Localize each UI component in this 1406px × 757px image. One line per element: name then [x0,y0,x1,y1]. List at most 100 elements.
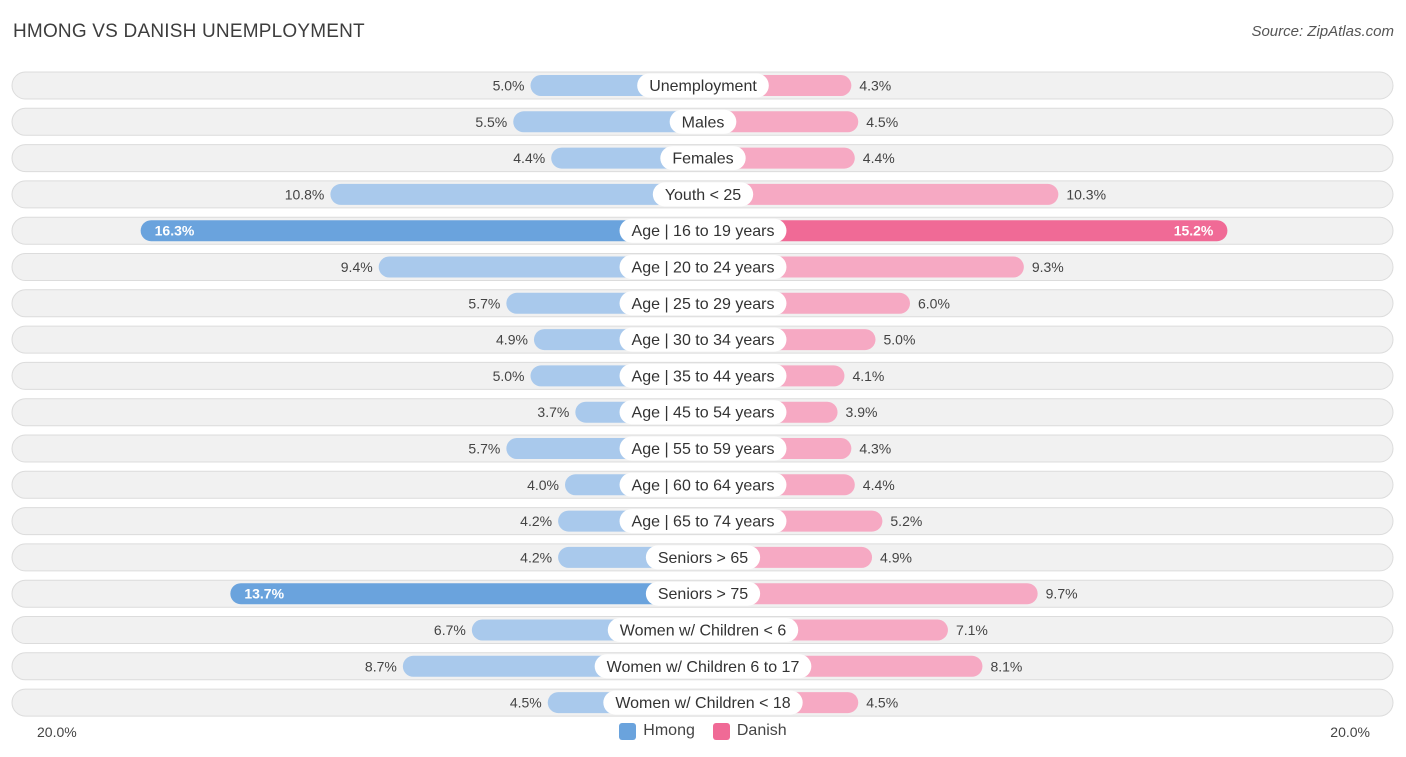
value-label-danish: 4.5% [866,114,898,130]
value-label-hmong: 4.4% [513,150,545,166]
chart-row: Women w/ Children < 18 4.5% 4.5% [11,688,1394,717]
value-label-danish: 4.3% [859,78,891,94]
value-label-hmong: 13.7% [244,586,284,602]
value-label-danish: 9.7% [1046,586,1078,602]
category-pill [619,327,787,352]
bar-hmong[interactable] [513,111,703,133]
category-label: Age | 20 to 24 years [632,260,775,277]
value-label-hmong: 5.0% [493,368,525,384]
value-label-danish: 7.1% [956,622,988,638]
value-label-hmong: 4.9% [496,332,528,348]
chart-row: Age | 25 to 29 years 5.7% 6.0% [11,289,1394,318]
value-label-danish: 15.2% [1174,223,1214,239]
category-label: Youth < 25 [665,187,741,204]
chart-row: Males 5.5% 4.5% [11,107,1394,136]
bar-danish[interactable] [703,183,1059,205]
value-label-hmong: 4.0% [527,477,559,493]
category-label: Women w/ Children < 6 [620,623,787,640]
category-pill [607,618,799,642]
category-label: Males [682,114,725,131]
value-label-hmong: 9.4% [341,259,373,275]
value-label-hmong: 4.2% [520,549,552,565]
bar-danish[interactable] [703,583,1038,605]
value-label-danish: 4.4% [863,477,895,493]
value-label-danish: 6.0% [918,295,950,311]
value-label-hmong: 4.5% [510,695,542,711]
value-label-danish: 10.3% [1066,186,1106,202]
category-pill [619,218,787,243]
chart-row: Age | 65 to 74 years 4.2% 5.2% [11,507,1394,536]
chart-row: Age | 20 to 24 years 9.4% 9.3% [11,253,1394,281]
value-label-hmong: 5.0% [493,78,525,94]
category-label: Age | 60 to 64 years [632,477,775,494]
category-pill [619,400,787,425]
bar-danish[interactable] [703,220,1228,242]
category-label: Age | 16 to 19 years [632,223,775,240]
bar-hmong[interactable] [140,220,703,242]
category-pill [637,73,769,98]
category-pill [645,581,761,606]
legend-swatch-hmong [619,722,637,740]
chart-row: Women w/ Children 6 to 17 8.7% 8.1% [11,652,1394,681]
category-pill [619,436,787,461]
category-label: Unemployment [649,78,757,95]
value-label-hmong: 6.7% [434,622,466,638]
value-label-hmong: 3.7% [537,404,569,420]
category-label: Women w/ Children 6 to 17 [607,659,800,676]
chart-row: Women w/ Children < 6 6.7% 7.1% [11,616,1394,644]
chart-row: Females 4.4% 4.4% [11,144,1394,173]
chart-title: HMONG VS DANISH UNEMPLOYMENT [13,21,365,42]
value-label-danish: 4.4% [863,150,895,166]
value-label-hmong: 5.5% [475,114,507,130]
category-label: Seniors > 75 [658,586,748,603]
value-label-danish: 5.0% [884,332,916,348]
chart-row: Seniors > 65 4.2% 4.9% [11,543,1394,572]
value-label-hmong: 8.7% [365,658,397,674]
chart-row: Age | 55 to 59 years 5.7% 4.3% [11,434,1394,463]
value-label-danish: 4.3% [859,441,891,457]
bar-danish[interactable] [703,111,859,133]
category-pill [603,690,803,715]
category-pill [619,291,787,316]
category-label: Women w/ Children < 18 [615,695,790,712]
chart-row: Age | 16 to 19 years 16.3% 15.2% [11,216,1394,245]
category-pill [594,654,812,679]
category-pill [645,545,761,570]
chart-row: Age | 60 to 64 years 4.0% 4.4% [11,470,1394,499]
value-label-danish: 9.3% [1032,259,1064,275]
chart-row: Age | 45 to 54 years 3.7% 3.9% [11,398,1394,427]
bar-hmong[interactable] [230,583,703,605]
axis-right-label: 20.0% [1330,724,1370,740]
legend-item-hmong[interactable]: Hmong [619,722,695,740]
value-label-danish: 8.1% [990,658,1022,674]
axis-left-label: 20.0% [37,724,77,740]
value-label-danish: 4.9% [880,549,912,565]
category-label: Age | 25 to 29 years [632,296,775,313]
category-label: Age | 45 to 54 years [632,405,775,422]
legend-item-danish[interactable]: Danish [712,722,787,740]
legend-label-hmong: Hmong [643,722,695,739]
category-label: Females [672,151,733,168]
chart-row: Seniors > 75 13.7% 9.7% [11,579,1394,608]
legend-swatch-danish [712,722,730,740]
category-pill [619,509,787,534]
value-label-hmong: 16.3% [155,223,195,239]
value-label-danish: 3.9% [846,404,878,420]
category-label: Seniors > 65 [658,550,748,567]
category-pill [669,109,737,134]
bar-hmong[interactable] [330,183,703,205]
legend-label-danish: Danish [736,722,787,739]
value-label-danish: 4.5% [866,695,898,711]
value-label-danish: 4.1% [852,368,884,384]
category-pill [619,255,787,279]
value-label-danish: 5.2% [890,513,922,529]
source-credit: Source: ZipAtlas.com [1251,23,1394,40]
category-label: Age | 65 to 74 years [632,514,775,531]
value-label-hmong: 5.7% [468,295,500,311]
category-pill [619,363,787,388]
category-label: Age | 35 to 44 years [632,368,775,385]
category-pill [619,472,787,497]
legend: Hmong Danish [0,722,1406,740]
category-pill [660,146,746,171]
